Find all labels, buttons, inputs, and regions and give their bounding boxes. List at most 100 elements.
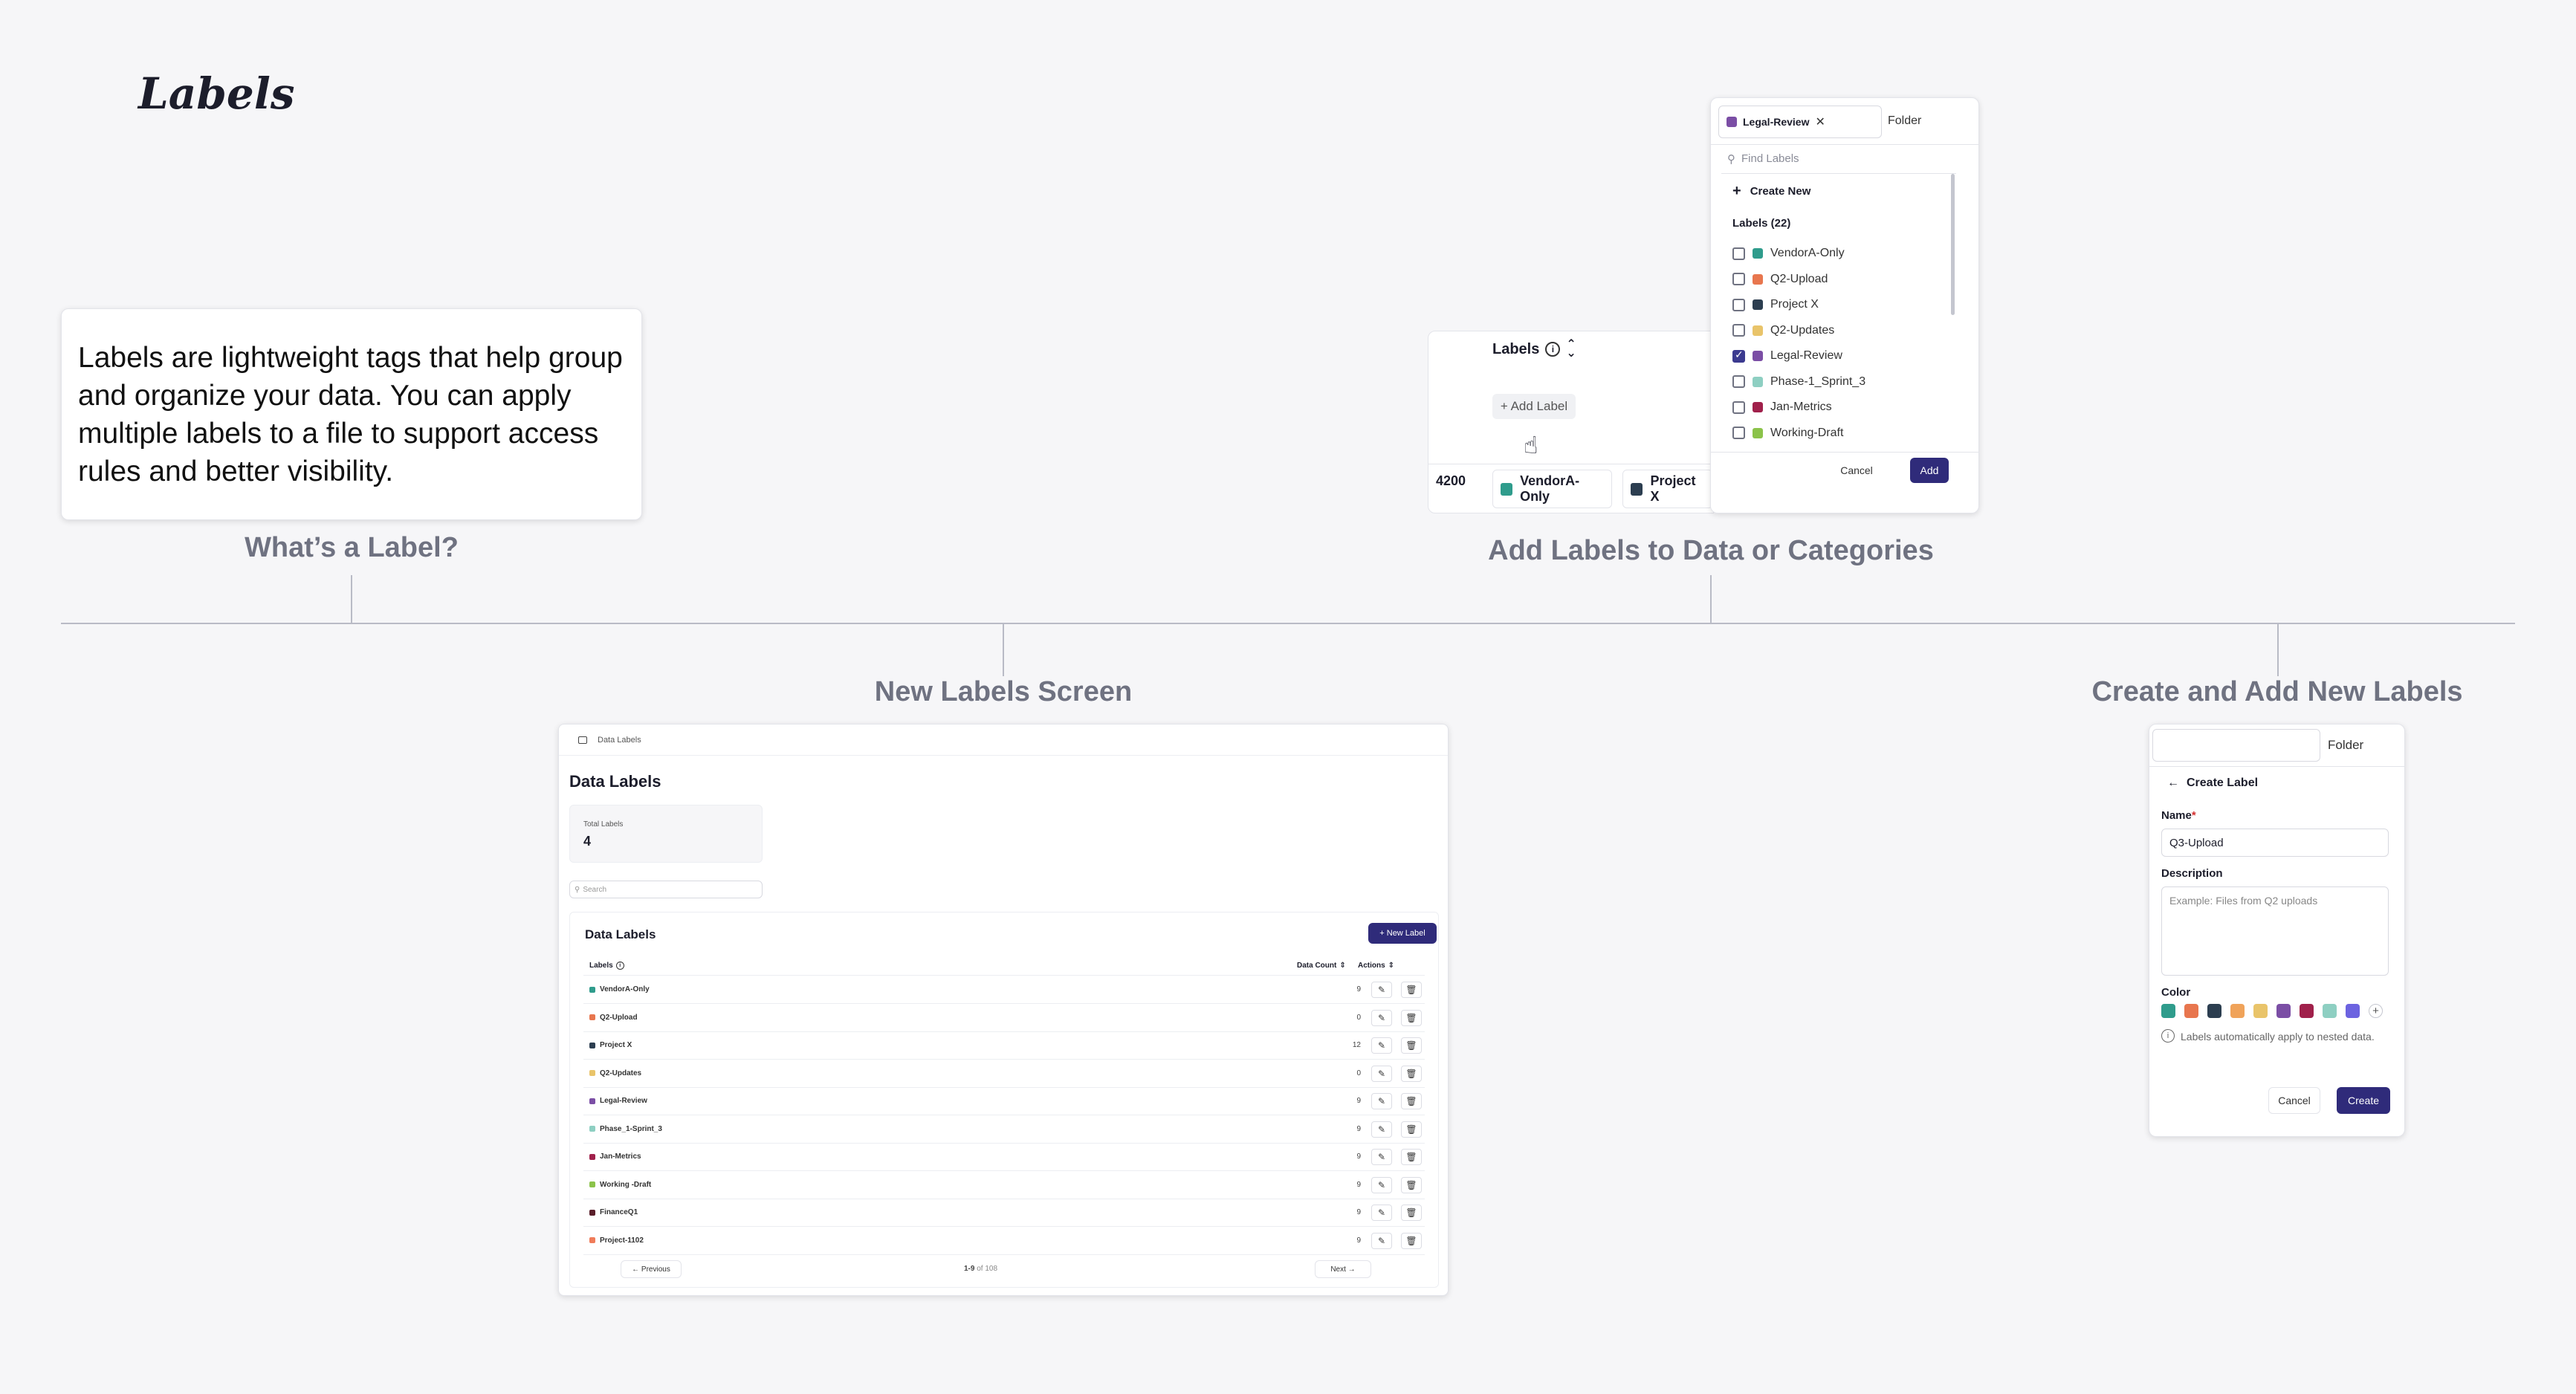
description-input[interactable]: Example: Files from Q2 uploads: [2161, 886, 2389, 976]
scrollbar[interactable]: [1951, 174, 1955, 315]
row-label: Phase_1-Sprint_3: [600, 1124, 662, 1133]
checkbox[interactable]: [1732, 427, 1745, 439]
edit-icon[interactable]: ✎: [1371, 1232, 1392, 1249]
label-option[interactable]: Phase-1_Sprint_3: [1732, 369, 1865, 395]
create-new-button[interactable]: + Create New: [1732, 183, 1810, 200]
breadcrumb[interactable]: Data Labels: [598, 735, 641, 745]
row-label: Working -Draft: [600, 1180, 652, 1189]
row-label: Project-1102: [600, 1236, 644, 1245]
checkbox[interactable]: [1732, 401, 1745, 414]
create-label-title: Create Label: [2187, 777, 2259, 789]
table-row[interactable]: Jan-Metrics 9 ✎ 🗑: [583, 1144, 1425, 1171]
trash-icon[interactable]: 🗑: [1401, 1037, 1422, 1054]
sort-icon[interactable]: ⇕: [1339, 962, 1346, 970]
folder-label: Folder: [2328, 738, 2364, 752]
checkbox[interactable]: [1732, 348, 1745, 363]
table-row[interactable]: Legal-Review 9 ✎ 🗑: [583, 1088, 1425, 1115]
edit-icon[interactable]: ✎: [1371, 1037, 1392, 1054]
label-option[interactable]: Q2-Upload: [1732, 267, 1828, 292]
trash-icon[interactable]: 🗑: [1401, 1205, 1422, 1221]
edit-icon[interactable]: ✎: [1371, 1121, 1392, 1138]
col-labels[interactable]: Labels: [589, 962, 613, 970]
col-count[interactable]: Data Count: [1297, 962, 1337, 970]
label-option[interactable]: Working-Draft: [1732, 421, 1843, 446]
checkbox[interactable]: [1732, 247, 1745, 260]
search-input[interactable]: ⚲ Search: [569, 881, 763, 898]
new-label-button[interactable]: + New Label: [1368, 923, 1437, 944]
table-row[interactable]: Q2-Upload 0 ✎ 🗑: [583, 1005, 1425, 1032]
trash-icon[interactable]: 🗑: [1401, 982, 1422, 998]
checkbox[interactable]: [1732, 375, 1745, 388]
checkbox[interactable]: [1732, 324, 1745, 337]
trash-icon[interactable]: 🗑: [1401, 1093, 1422, 1109]
trash-icon[interactable]: 🗑: [1401, 1065, 1422, 1082]
edit-icon[interactable]: ✎: [1371, 1065, 1392, 1082]
color-swatch[interactable]: [2300, 1004, 2314, 1018]
sidebar-toggle-icon[interactable]: [578, 736, 587, 744]
color-swatch[interactable]: [2161, 1004, 2175, 1018]
trash-icon[interactable]: 🗑: [1401, 1232, 1422, 1249]
edit-icon[interactable]: ✎: [1371, 982, 1392, 998]
trash-icon[interactable]: 🗑: [1401, 1009, 1422, 1026]
caption-add-labels: Add Labels to Data or Categories: [1488, 535, 1934, 566]
color-swatch[interactable]: [2346, 1004, 2360, 1018]
edit-icon[interactable]: ✎: [1371, 1149, 1392, 1165]
label-option[interactable]: VendorA-Only: [1732, 241, 1845, 266]
edit-icon[interactable]: ✎: [1371, 1009, 1392, 1026]
edit-icon[interactable]: ✎: [1371, 1093, 1392, 1109]
swatch: [1753, 351, 1763, 361]
back-to-list[interactable]: ← Create Label: [2167, 777, 2258, 790]
label-field[interactable]: [2152, 729, 2320, 762]
cancel-button[interactable]: Cancel: [1840, 464, 1873, 476]
label-option[interactable]: Legal-Review: [1732, 343, 1842, 369]
add-label-button[interactable]: + Add Label: [1492, 394, 1576, 419]
trash-icon[interactable]: 🗑: [1401, 1121, 1422, 1138]
color-swatch[interactable]: [2276, 1004, 2291, 1018]
sort-icon[interactable]: ⌃ ⌄: [1566, 338, 1576, 360]
color-swatch[interactable]: [2184, 1004, 2198, 1018]
label-option[interactable]: Jan-Metrics: [1732, 395, 1832, 420]
color-swatch[interactable]: [2323, 1004, 2337, 1018]
search-input[interactable]: ⚲ Find Labels: [1721, 144, 1956, 174]
color-swatch[interactable]: [2207, 1004, 2221, 1018]
swatch: [589, 1098, 595, 1104]
sort-icon[interactable]: ⇕: [1388, 962, 1395, 970]
next-button[interactable]: Next →: [1315, 1260, 1371, 1278]
label-option[interactable]: Project X: [1732, 292, 1819, 317]
checkbox[interactable]: [1732, 298, 1745, 311]
row-label: Legal-Review: [600, 1097, 647, 1105]
label-chip[interactable]: Project X: [1622, 470, 1713, 508]
add-button[interactable]: Add: [1910, 458, 1949, 483]
color-swatch[interactable]: [2230, 1004, 2245, 1018]
swatch: [1631, 482, 1643, 496]
trash-icon[interactable]: 🗑: [1401, 1176, 1422, 1193]
col-actions[interactable]: Actions: [1358, 962, 1385, 970]
label-option[interactable]: Q2-Updates: [1732, 318, 1834, 343]
cancel-button[interactable]: Cancel: [2268, 1087, 2320, 1114]
selected-labels-field[interactable]: Legal-Review ✕: [1718, 106, 1882, 138]
edit-icon[interactable]: ✎: [1371, 1205, 1392, 1221]
previous-button[interactable]: ← Previous: [621, 1260, 682, 1278]
caption-new-labels-screen: New Labels Screen: [874, 676, 1133, 707]
table-row[interactable]: Project X 12 ✎ 🗑: [583, 1032, 1425, 1060]
table-row[interactable]: Phase_1-Sprint_3 9 ✎ 🗑: [583, 1116, 1425, 1144]
swatch: [1753, 376, 1763, 387]
add-color-icon[interactable]: +: [2369, 1004, 2383, 1018]
create-label-card: Folder ← Create Label Name* Q3-Upload De…: [2149, 724, 2405, 1137]
swatch: [589, 1181, 595, 1187]
table-row[interactable]: Q2-Updates 0 ✎ 🗑: [583, 1060, 1425, 1088]
color-swatch[interactable]: [2253, 1004, 2268, 1018]
table-row[interactable]: Project-1102 9 ✎ 🗑: [583, 1228, 1425, 1255]
create-button[interactable]: Create: [2337, 1087, 2390, 1114]
edit-icon[interactable]: ✎: [1371, 1176, 1392, 1193]
label-chip[interactable]: VendorA-Only: [1492, 470, 1613, 508]
trash-icon[interactable]: 🗑: [1401, 1149, 1422, 1165]
arrow-left-icon[interactable]: ←: [2167, 777, 2179, 789]
table-row[interactable]: VendorA-Only 9 ✎ 🗑: [583, 976, 1425, 1004]
checkbox[interactable]: [1732, 273, 1745, 285]
table-row[interactable]: Working -Draft 9 ✎ 🗑: [583, 1172, 1425, 1199]
close-icon[interactable]: ✕: [1815, 116, 1825, 129]
row-count: 9: [1356, 1180, 1361, 1189]
table-row[interactable]: FinanceQ1 9 ✎ 🗑: [583, 1199, 1425, 1227]
name-input[interactable]: Q3-Upload: [2161, 829, 2389, 857]
